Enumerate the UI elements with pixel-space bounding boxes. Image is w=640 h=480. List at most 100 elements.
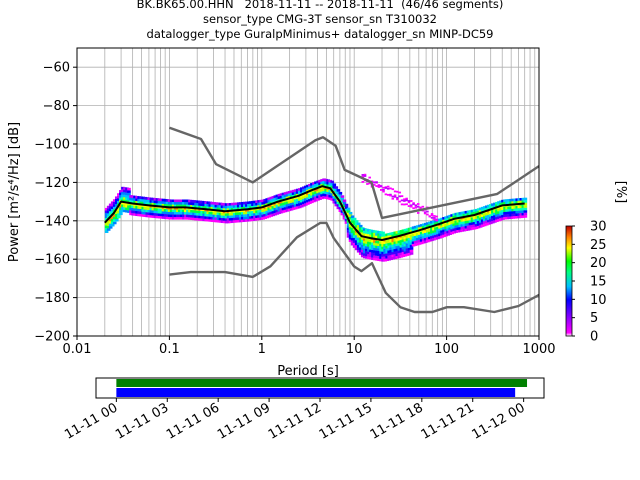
psd-cell [318, 194, 322, 198]
psd-cell [399, 247, 404, 251]
psd-cell [417, 234, 422, 238]
psd-cell [230, 215, 235, 218]
psd-cell [377, 258, 381, 262]
psd-cell [354, 237, 359, 241]
psd-cell [405, 245, 410, 249]
psd-cell [430, 235, 434, 239]
psd-cell [222, 213, 227, 216]
psd-cell [478, 225, 483, 228]
psd-cell [326, 191, 330, 195]
psd-cell [371, 239, 375, 243]
psd-cell [523, 215, 528, 218]
psd-cell [188, 212, 192, 215]
psd-cell [259, 204, 263, 208]
psd-cell [448, 217, 452, 220]
psd-cell [236, 207, 241, 210]
psd-cell [251, 218, 255, 221]
psd-cell [438, 233, 442, 237]
psd-cell [153, 215, 158, 219]
psd-cell [419, 224, 424, 227]
psd-cell [428, 221, 432, 225]
psd-cell [425, 232, 430, 235]
psd-cell [184, 204, 188, 208]
psd-cell [247, 208, 251, 212]
psd-cell [468, 210, 473, 213]
psd-cell [403, 238, 408, 242]
psd-cell [375, 253, 379, 256]
psd-cell [125, 199, 129, 203]
psd-cell [452, 223, 457, 227]
psd-cell [301, 201, 306, 205]
psd-cell [375, 185, 378, 187]
psd-cell [326, 184, 330, 187]
psd-cell [362, 243, 367, 246]
psd-cell [123, 189, 127, 193]
psd-cell [346, 222, 351, 226]
psd-cell [308, 198, 312, 202]
psd-cell [320, 196, 324, 200]
psd-cell [153, 203, 158, 206]
psd-cell [383, 246, 387, 250]
psd-cell [383, 241, 387, 245]
psd-cell [255, 202, 259, 206]
psd-cell [523, 205, 528, 208]
psd-cell [361, 175, 365, 178]
psd-cell [385, 240, 389, 244]
psd-cell [267, 207, 272, 211]
psd-cell [147, 209, 152, 213]
psd-cell [428, 215, 432, 218]
psd-cell [218, 207, 223, 211]
psd-cell [414, 206, 418, 209]
psd-cell [499, 213, 503, 216]
psd-cell [373, 235, 377, 238]
psd-cell [362, 238, 367, 241]
psd-cell [400, 203, 404, 206]
psd-cell [135, 195, 139, 199]
psd-cell [407, 250, 412, 253]
psd-cell [493, 220, 497, 223]
psd-cell [291, 197, 296, 200]
psd-cell [360, 227, 365, 230]
psd-cell [304, 188, 308, 191]
psd-cell [212, 202, 217, 205]
psd-cell [173, 199, 178, 203]
psd-cell [507, 209, 511, 212]
psd-cell [135, 200, 139, 204]
psd-cell [163, 216, 168, 220]
psd-cell [411, 238, 416, 242]
psd-cell [184, 211, 188, 215]
psd-cell [413, 240, 418, 244]
psd-cell [458, 227, 463, 230]
psd-cell [161, 216, 166, 219]
psd-cell [291, 194, 296, 198]
psd-cell [342, 202, 347, 205]
psd-cell [523, 197, 528, 201]
psd-cell [226, 205, 231, 209]
psd-cell [200, 218, 204, 221]
psd-cell [161, 208, 166, 212]
psd-cell [151, 212, 156, 216]
psd-cell [318, 197, 322, 200]
psd-cell [171, 201, 176, 205]
psd-cell [133, 210, 137, 214]
psd-cell [423, 222, 428, 226]
psd-cell [354, 232, 359, 236]
psd-cell [289, 202, 294, 206]
psd-cell [425, 237, 430, 240]
psd-cell [348, 216, 353, 220]
psd-cell [478, 210, 483, 213]
psd-cell [283, 197, 288, 200]
psd-cell [375, 255, 379, 259]
psd-cell [135, 198, 139, 202]
psd-cell [110, 211, 115, 214]
psd-cell [489, 211, 493, 215]
y-axis-ticks: −60−80−100−120−140−160−180−200 [34, 61, 77, 345]
psd-cell [320, 179, 324, 182]
psd-cell [511, 216, 515, 219]
psd-cell [285, 204, 290, 207]
psd-cell [369, 242, 373, 245]
psd-cell [210, 206, 215, 210]
psd-cell [251, 210, 255, 214]
psd-cell [112, 206, 117, 210]
psd-cell [410, 204, 413, 207]
